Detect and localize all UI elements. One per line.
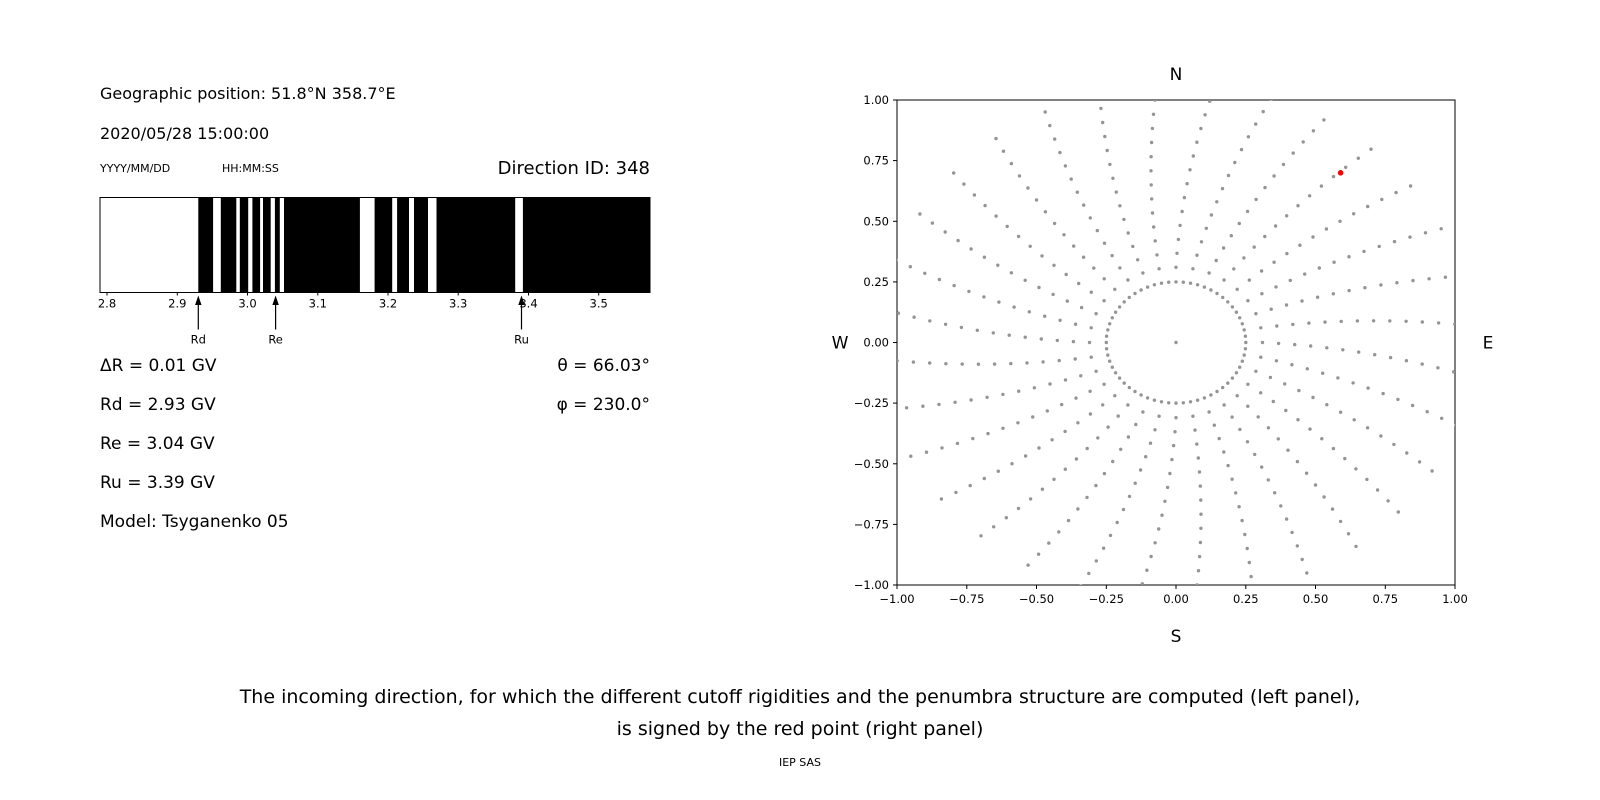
- marker-arrow-head: [518, 295, 525, 305]
- svg-text:3.1: 3.1: [309, 297, 327, 311]
- penumbra-bands: [198, 197, 650, 293]
- svg-text:0.00: 0.00: [1163, 592, 1189, 606]
- re-value: Re = 3.04 GV: [100, 434, 215, 454]
- direction-x-ticks: −1.00 −0.75 −0.50 −0.25 0.00 0.25 0.50 0.75 1.00: [879, 585, 1468, 606]
- svg-text:0.75: 0.75: [863, 154, 889, 168]
- ru-value: Ru = 3.39 GV: [100, 473, 215, 493]
- credit: IEP SAS: [778, 756, 822, 769]
- time-format-label: HH:MM:SS: [222, 162, 279, 175]
- geographic-position: Geographic position: 51.8°N 358.7°E: [100, 84, 396, 103]
- compass-labels: N S W E: [832, 65, 1494, 647]
- svg-text:−1.00: −1.00: [854, 578, 889, 592]
- svg-text:−0.50: −0.50: [1019, 592, 1054, 606]
- rd-value: Rd = 2.93 GV: [100, 395, 216, 415]
- marker-arrow-head: [272, 295, 279, 305]
- penumbra-frame: [99, 197, 651, 293]
- svg-text:−1.00: −1.00: [879, 592, 914, 606]
- compass-s: S: [1171, 627, 1182, 647]
- svg-text:3.4: 3.4: [519, 297, 537, 311]
- svg-text:3.0: 3.0: [238, 297, 256, 311]
- svg-text:0.25: 0.25: [863, 275, 889, 289]
- date-format-label: YYYY/MM/DD: [100, 162, 171, 175]
- marker-label: Re: [268, 333, 283, 347]
- red-point: [1337, 170, 1344, 176]
- datetime-value: 2020/05/28 15:00:00: [100, 124, 270, 143]
- svg-text:0.25: 0.25: [1233, 592, 1259, 606]
- marker-arrow-head: [195, 295, 202, 305]
- penumbra-chart: 2.8 2.9 3.0 3.1 3.2 3.3 3.4 3.5 Rd Re Ru: [98, 197, 651, 347]
- svg-text:3.2: 3.2: [379, 297, 397, 311]
- caption-line-1: The incoming direction, for which the di…: [239, 686, 1361, 708]
- penumbra-markers: Rd Re Ru: [191, 295, 529, 347]
- svg-text:0.50: 0.50: [863, 214, 889, 228]
- penumbra-x-ticks: 2.8 2.9 3.0 3.1 3.2 3.3 3.4 3.5: [98, 292, 608, 311]
- svg-text:−0.75: −0.75: [854, 517, 889, 531]
- svg-text:−0.75: −0.75: [949, 592, 984, 606]
- compass-w: W: [832, 334, 849, 354]
- svg-text:−0.50: −0.50: [854, 457, 889, 471]
- svg-text:1.00: 1.00: [863, 93, 889, 107]
- svg-text:0.75: 0.75: [1372, 592, 1398, 606]
- svg-text:2.9: 2.9: [168, 297, 186, 311]
- svg-text:−0.25: −0.25: [854, 396, 889, 410]
- marker-label: Ru: [514, 333, 529, 347]
- phi-value: φ = 230.0°: [556, 395, 650, 415]
- caption-line-2: is signed by the red point (right panel): [616, 718, 984, 740]
- svg-text:3.3: 3.3: [449, 297, 467, 311]
- direction-chart: −1.00 −0.75 −0.50 −0.25 0.00 0.25 0.50 0.75 1.00…: [832, 65, 1494, 647]
- compass-n: N: [1170, 65, 1183, 85]
- svg-text:2.8: 2.8: [98, 297, 116, 311]
- svg-text:0.50: 0.50: [1303, 592, 1329, 606]
- theta-value: θ = 66.03°: [557, 356, 650, 376]
- model-label: Model: Tsyganenko 05: [100, 512, 289, 532]
- direction-id: Direction ID: 348: [497, 158, 650, 179]
- svg-text:0.00: 0.00: [863, 336, 889, 350]
- marker-label: Rd: [191, 333, 206, 347]
- svg-text:−0.25: −0.25: [1089, 592, 1124, 606]
- direction-y-ticks: −1.00 −0.75 −0.50 −0.25 0.00 0.25 0.50 0.75 1.00: [854, 93, 897, 592]
- direction-dots: [897, 100, 1455, 585]
- compass-e: E: [1483, 334, 1494, 354]
- delta-r-value: ΔR = 0.01 GV: [100, 356, 217, 376]
- svg-text:1.00: 1.00: [1442, 592, 1468, 606]
- svg-text:3.5: 3.5: [590, 297, 608, 311]
